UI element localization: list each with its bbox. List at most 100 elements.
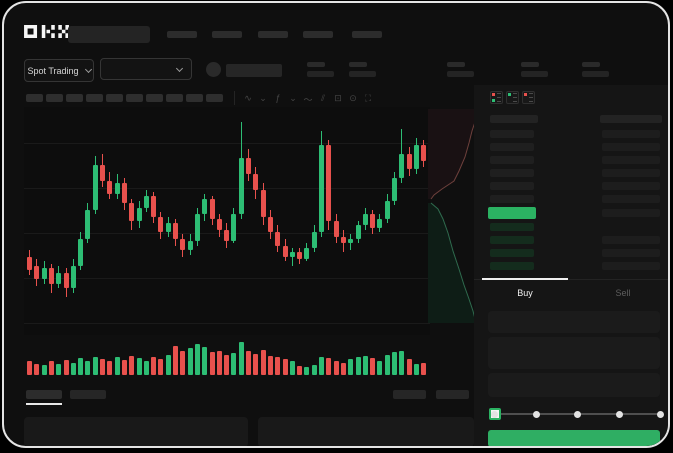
slider-step-dot[interactable] — [574, 410, 581, 418]
volume-bar — [311, 364, 317, 375]
volume-bar — [129, 355, 135, 375]
ask-row-price[interactable] — [490, 130, 534, 138]
price-input[interactable] — [488, 311, 660, 333]
bottom-action-placeholder[interactable] — [393, 390, 426, 399]
volume-bar — [151, 356, 157, 375]
ask-row-price[interactable] — [490, 182, 534, 190]
interval-button[interactable] — [206, 94, 223, 102]
bottom-tab[interactable] — [70, 390, 106, 399]
ask-row-price[interactable] — [490, 169, 534, 177]
candle-body — [246, 158, 251, 174]
candle-body — [370, 214, 376, 228]
orderbook-header-placeholder — [600, 115, 662, 123]
slider-step-dot[interactable] — [532, 410, 540, 418]
orders-table-placeholder — [258, 417, 474, 446]
book-both-icon[interactable] — [490, 91, 503, 104]
toggle-line — [513, 93, 517, 94]
volume-bar — [275, 357, 281, 375]
last-price-bar[interactable] — [488, 207, 536, 219]
candle-body — [180, 238, 186, 251]
volume-bar — [406, 359, 412, 375]
chevron-down-icon[interactable]: ⌄ — [259, 93, 267, 103]
candle-style-icon[interactable]: ∿ — [244, 93, 252, 103]
candlestick-chart[interactable] — [24, 107, 430, 335]
volume-bar — [297, 365, 303, 375]
book-bids-icon[interactable] — [506, 91, 519, 104]
bottom-action-placeholder[interactable] — [436, 390, 469, 399]
bid-row-price[interactable] — [490, 249, 534, 257]
fullscreen-icon[interactable]: ⛶ — [364, 93, 372, 103]
book-asks-icon[interactable] — [522, 91, 535, 104]
settings-icon[interactable]: ⊙ — [349, 93, 357, 103]
candle-body — [78, 238, 84, 266]
interval-button[interactable] — [106, 94, 123, 102]
orderbook-right-placeholder — [602, 209, 660, 217]
interval-button[interactable] — [26, 94, 43, 102]
interval-button[interactable] — [66, 94, 83, 102]
annotate-icon[interactable]: ⫽ — [320, 93, 325, 103]
amount-input[interactable] — [488, 337, 660, 369]
interval-button[interactable] — [126, 94, 143, 102]
volume-bar — [100, 359, 105, 375]
toggle-line — [497, 93, 501, 94]
volume-bar — [253, 354, 259, 375]
nav-item[interactable] — [167, 31, 197, 38]
candle-body — [56, 272, 62, 284]
nav-item[interactable] — [303, 31, 333, 38]
volume-chart — [24, 337, 430, 375]
pair-selector[interactable] — [100, 58, 192, 80]
trading-mode-selector[interactable]: Spot Trading — [24, 59, 94, 82]
bid-row-price[interactable] — [490, 236, 534, 244]
interval-button[interactable] — [166, 94, 183, 102]
orders-table-placeholder — [24, 417, 248, 446]
depth-chart[interactable] — [428, 108, 482, 325]
slider-step-dot[interactable] — [491, 410, 498, 418]
stat-label-placeholder — [349, 62, 367, 67]
indicators-icon[interactable]: ƒ — [275, 93, 281, 103]
ask-row-price[interactable] — [490, 195, 534, 203]
total-input[interactable] — [488, 373, 660, 397]
interval-button[interactable] — [146, 94, 163, 102]
bottom-tab-active[interactable] — [26, 390, 62, 399]
candle-body — [304, 247, 310, 260]
volume-bar — [165, 354, 171, 375]
candle-body — [63, 272, 69, 289]
bid-row-price[interactable] — [490, 262, 534, 270]
candle-body — [121, 182, 127, 204]
volume-bar — [48, 361, 54, 375]
search-input[interactable] — [68, 26, 150, 43]
gridline — [24, 278, 430, 279]
interval-button[interactable] — [86, 94, 103, 102]
chevron-down-icon[interactable]: ⌄ — [289, 93, 297, 103]
interval-button[interactable] — [186, 94, 203, 102]
volume-bar — [304, 366, 310, 375]
slider-step-dot[interactable] — [615, 410, 623, 418]
candle-body — [355, 225, 361, 239]
candle-body — [326, 144, 332, 221]
tab-buy[interactable]: Buy — [517, 288, 533, 298]
bid-row-price[interactable] — [490, 223, 534, 231]
candle-body — [311, 232, 317, 248]
ask-row-price[interactable] — [490, 143, 534, 151]
trendline-icon[interactable]: 〜 — [303, 95, 313, 105]
volume-bar — [216, 350, 222, 375]
slider-step-dot[interactable] — [657, 410, 664, 418]
nav-item[interactable] — [258, 31, 288, 38]
volume-bar — [289, 360, 295, 375]
camera-icon[interactable]: ⊡ — [334, 93, 342, 103]
interval-button[interactable] — [46, 94, 63, 102]
nav-item[interactable] — [352, 31, 382, 38]
candle-body — [362, 214, 368, 226]
ask-row-price[interactable] — [490, 156, 534, 164]
tab-sell[interactable]: Sell — [615, 288, 631, 298]
candle-body — [173, 223, 178, 239]
volume-bar — [143, 360, 149, 375]
volume-bar — [246, 351, 251, 375]
candle-body — [158, 216, 164, 233]
nav-item[interactable] — [212, 31, 242, 38]
volume-bar — [70, 362, 76, 375]
candle-body — [275, 232, 281, 246]
candle-body — [282, 245, 288, 257]
buy-submit-button[interactable] — [488, 430, 660, 446]
candle-body — [216, 218, 222, 230]
